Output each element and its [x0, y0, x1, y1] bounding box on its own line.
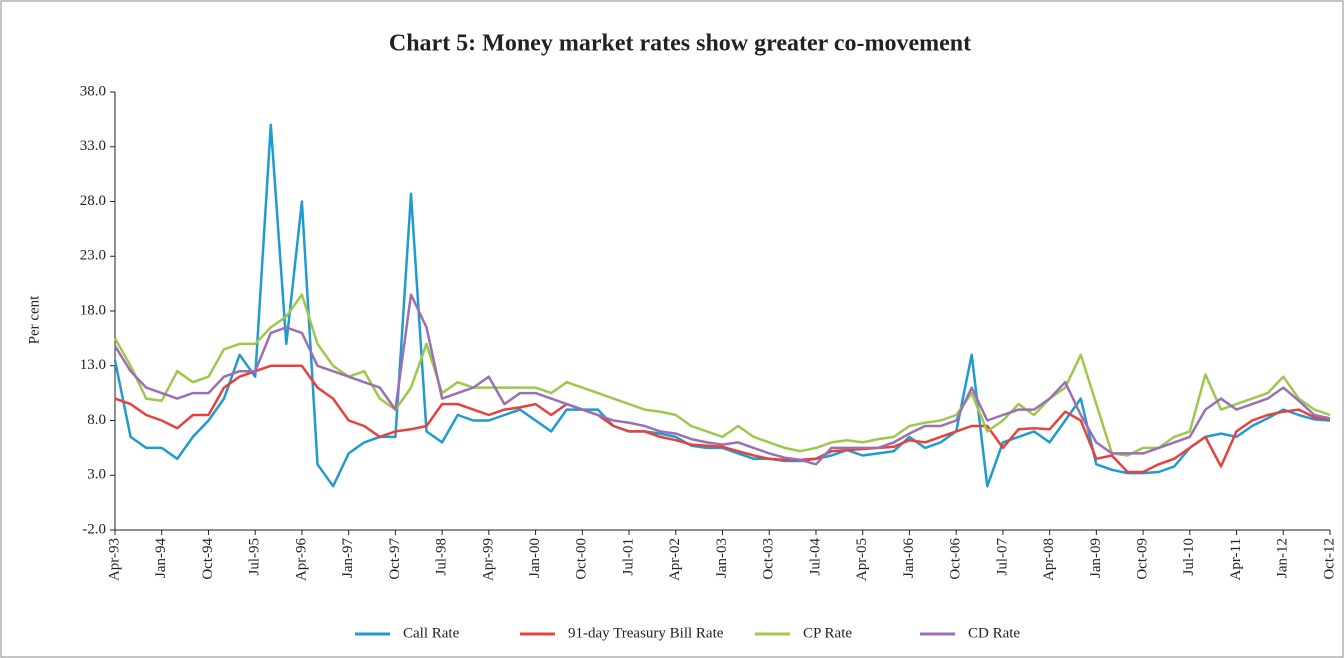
x-tick-label: Jul-07 — [994, 538, 1010, 576]
series-line — [113, 123, 1331, 488]
x-tick-label: Jan-94 — [153, 538, 169, 578]
x-tick-label: Apr-02 — [667, 538, 683, 581]
legend-label: 91-day Treasury Bill Rate — [568, 625, 724, 641]
legend-label: Call Rate — [403, 625, 460, 641]
y-tick-label: 28.0 — [80, 193, 106, 209]
x-tick-label: Jan-97 — [340, 538, 356, 578]
y-tick-label: 23.0 — [80, 248, 106, 264]
y-tick-label: -2.0 — [82, 521, 106, 537]
y-tick-label: 33.0 — [80, 138, 106, 154]
x-tick-label: Jan-06 — [901, 538, 917, 578]
x-tick-label: Jul-95 — [247, 538, 263, 576]
y-tick-label: 13.0 — [80, 357, 106, 373]
x-tick-label: Oct-03 — [761, 538, 777, 580]
chart-title: Chart 5: Money market rates show greater… — [389, 31, 971, 57]
x-tick-label: Jan-00 — [527, 538, 543, 578]
series-line — [113, 293, 1331, 466]
x-tick-label: Oct-00 — [574, 538, 590, 580]
x-tick-label: Jul-01 — [620, 538, 636, 576]
x-tick-label: Oct-06 — [948, 538, 964, 580]
x-tick-label: Apr-05 — [854, 538, 870, 581]
x-tick-label: Oct-12 — [1321, 538, 1337, 580]
x-tick-label: Oct-94 — [200, 538, 216, 580]
legend-label: CP Rate — [803, 625, 852, 641]
x-tick-label: Apr-08 — [1041, 538, 1057, 581]
x-tick-label: Jul-10 — [1181, 538, 1197, 576]
x-tick-label: Oct-97 — [387, 538, 403, 580]
y-tick-label: 18.0 — [80, 302, 106, 318]
x-tick-label: Apr-96 — [293, 538, 309, 582]
x-tick-label: Jul-98 — [434, 538, 450, 576]
y-axis-label: Per cent — [26, 295, 42, 345]
x-tick-label: Apr-93 — [106, 538, 122, 581]
x-tick-label: Jul-04 — [807, 538, 823, 576]
x-tick-label: Oct-09 — [1135, 538, 1151, 580]
x-tick-label: Apr-99 — [480, 538, 496, 581]
x-tick-label: Apr-11 — [1228, 538, 1244, 580]
x-tick-label: Jan-03 — [714, 538, 730, 578]
series-line — [114, 364, 1331, 474]
x-tick-label: Jan-12 — [1275, 538, 1291, 578]
legend-label: CD Rate — [968, 625, 1020, 641]
series-line — [113, 293, 1331, 457]
y-tick-label: 38.0 — [80, 83, 106, 99]
y-tick-label: 3.0 — [87, 467, 106, 483]
y-tick-label: 8.0 — [87, 412, 106, 428]
x-tick-label: Jan-09 — [1088, 538, 1104, 578]
